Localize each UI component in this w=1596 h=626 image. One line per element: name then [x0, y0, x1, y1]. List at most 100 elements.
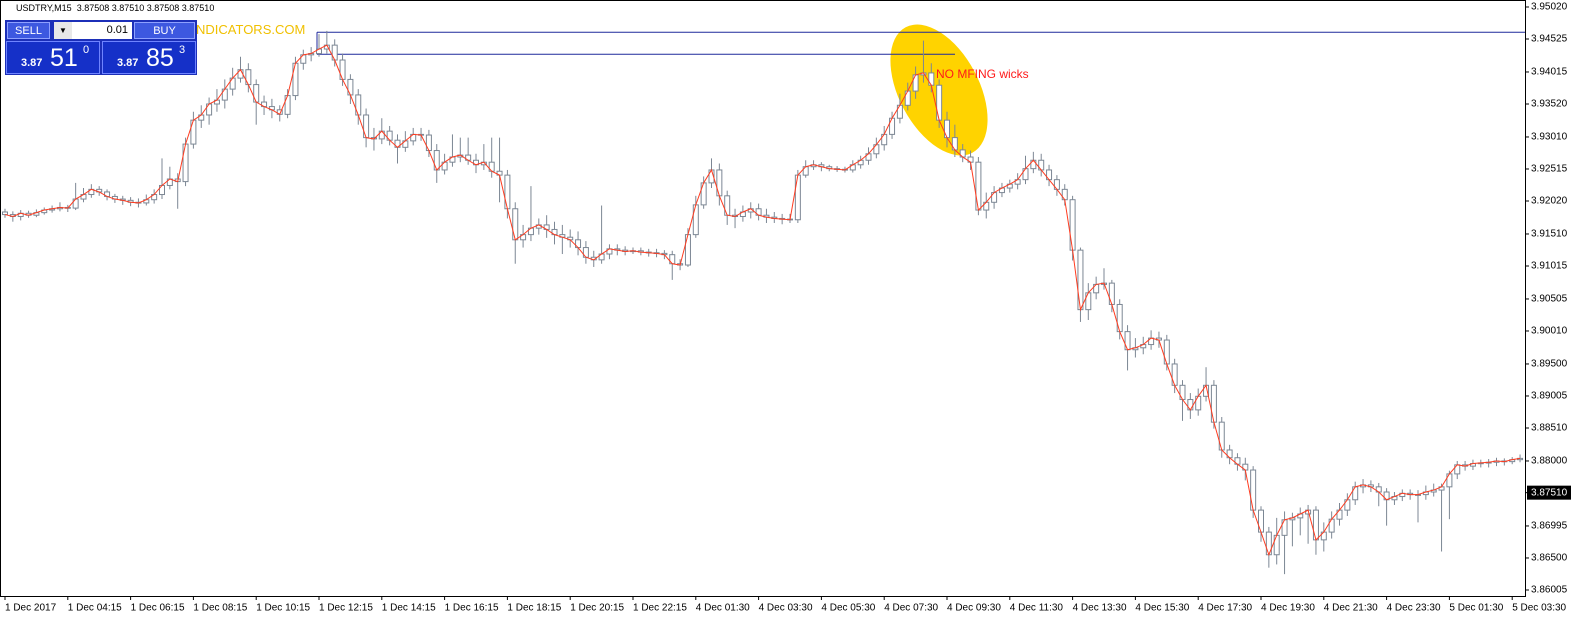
- candle-body: [339, 59, 346, 80]
- buy-button[interactable]: BUY: [134, 22, 195, 39]
- candle-body: [433, 150, 440, 171]
- x-tick-label: 1 Dec 2017: [5, 603, 57, 614]
- y-tick-label: 3.91510: [1531, 229, 1568, 240]
- x-tick-label: 4 Dec 09:30: [947, 603, 1001, 614]
- ask-big: 3.87: [117, 57, 139, 69]
- candle-body: [904, 90, 911, 106]
- candle-body: [245, 69, 252, 86]
- symbol-header: USDTRY,M15 3.87508 3.87510 3.87508 3.875…: [16, 3, 215, 13]
- candle-body: [936, 84, 943, 121]
- candle-body: [889, 117, 896, 135]
- y-tick-label: 3.92515: [1531, 164, 1568, 175]
- x-tick-label: 1 Dec 20:15: [570, 603, 624, 614]
- y-tick-label: 3.94015: [1531, 67, 1568, 78]
- y-tick-label: 3.88510: [1531, 423, 1568, 434]
- y-tick-label: 3.90505: [1531, 294, 1568, 305]
- candle-body: [684, 234, 691, 266]
- ask-quote[interactable]: 3.87 85 3: [102, 41, 196, 74]
- candle-body: [1108, 282, 1115, 305]
- y-tick-label: 3.94525: [1531, 34, 1568, 45]
- plot-frame: [0, 0, 1526, 597]
- candle-body: [1210, 384, 1217, 423]
- candle-body: [716, 169, 723, 197]
- x-tick-label: 4 Dec 19:30: [1261, 603, 1315, 614]
- y-tick-label: 3.95020: [1531, 2, 1568, 13]
- candle-body: [700, 182, 707, 206]
- close-line: [4, 44, 1521, 557]
- candle-body: [182, 143, 189, 183]
- y-tick-label: 3.86005: [1531, 585, 1568, 596]
- candle-body: [1085, 292, 1092, 311]
- x-tick-label: 1 Dec 12:15: [319, 603, 373, 614]
- candle-body: [1124, 331, 1131, 351]
- trade-panel: SELL ▼ 0.01 BUY 3.87 51 0 3.87 85 3: [5, 20, 197, 75]
- y-tick-label: 3.86500: [1531, 553, 1568, 564]
- y-tick-label: 3.92020: [1531, 196, 1568, 207]
- bid-quote[interactable]: 3.87 51 0: [6, 41, 100, 74]
- x-tick-label: 1 Dec 16:15: [445, 603, 499, 614]
- candle-body: [355, 94, 362, 116]
- candle-body: [1179, 384, 1186, 401]
- candle-body: [724, 195, 731, 216]
- candle-body: [1273, 534, 1280, 556]
- bid-point: 0: [83, 44, 90, 56]
- x-tick-label: 4 Dec 15:30: [1135, 603, 1189, 614]
- y-tick-label: 3.88000: [1531, 456, 1568, 467]
- y-tick-label: 3.89500: [1531, 359, 1568, 370]
- watermark: NDICATORS.COM: [196, 22, 306, 37]
- candle-body: [1077, 249, 1084, 311]
- x-tick-label: 4 Dec 07:30: [884, 603, 938, 614]
- y-tick-label: 3.89005: [1531, 391, 1568, 402]
- x-tick-label: 4 Dec 13:30: [1073, 603, 1127, 614]
- candle-body: [1258, 509, 1264, 533]
- candle-body: [512, 208, 519, 241]
- candle-body: [975, 161, 982, 211]
- bid-big: 3.87: [21, 57, 43, 69]
- y-tick-label: 3.91015: [1531, 261, 1568, 272]
- candle-body: [347, 78, 354, 96]
- x-tick-label: 4 Dec 21:30: [1324, 603, 1378, 614]
- ask-point: 3: [179, 44, 186, 56]
- candle-body: [1069, 199, 1076, 251]
- x-tick-label: 4 Dec 01:30: [696, 603, 750, 614]
- marks: [2, 30, 1525, 575]
- candle-body: [1171, 363, 1178, 386]
- x-tick-label: 1 Dec 08:15: [193, 603, 247, 614]
- candle-body: [1116, 303, 1123, 333]
- candle-body: [794, 174, 801, 221]
- x-tick-label: 5 Dec 03:30: [1512, 603, 1566, 614]
- candle-body: [425, 134, 432, 152]
- x-tick-label: 1 Dec 22:15: [633, 603, 687, 614]
- lots-input[interactable]: 0.01: [72, 22, 132, 39]
- x-tick-label: 4 Dec 05:30: [821, 603, 875, 614]
- candle-body: [363, 114, 370, 139]
- bid-pips: 51: [50, 44, 78, 72]
- lots-dropdown[interactable]: ▼: [54, 22, 72, 39]
- candle-body: [1312, 509, 1319, 541]
- y-tick-label: 3.86995: [1531, 521, 1568, 532]
- x-tick-label: 1 Dec 10:15: [256, 603, 310, 614]
- x-tick-label: 1 Dec 18:15: [507, 603, 561, 614]
- candle-body: [692, 204, 699, 236]
- x-tick-label: 5 Dec 01:30: [1449, 603, 1503, 614]
- candle-body: [2, 211, 8, 216]
- sell-button[interactable]: SELL: [7, 22, 50, 39]
- annotation: NO MFING wicks: [936, 67, 1029, 81]
- candle-body: [1281, 519, 1288, 536]
- candle-body: [944, 119, 950, 139]
- y-tick-label: 3.90010: [1531, 326, 1568, 337]
- x-tick-label: 1 Dec 14:15: [382, 603, 436, 614]
- x-tick-label: 1 Dec 06:15: [131, 603, 185, 614]
- price-label-box: [1527, 485, 1571, 500]
- y-tick-label: 3.93010: [1531, 132, 1568, 143]
- y-tick-label: 3.87510: [1531, 487, 1568, 498]
- candle-body: [912, 74, 919, 92]
- x-tick-label: 4 Dec 11:30: [1010, 603, 1064, 614]
- candle-body: [284, 95, 291, 115]
- x-tick-label: 1 Dec 04:15: [68, 603, 122, 614]
- y-tick-label: 3.93520: [1531, 99, 1568, 110]
- candle-body: [331, 44, 338, 61]
- candle-body: [253, 84, 260, 103]
